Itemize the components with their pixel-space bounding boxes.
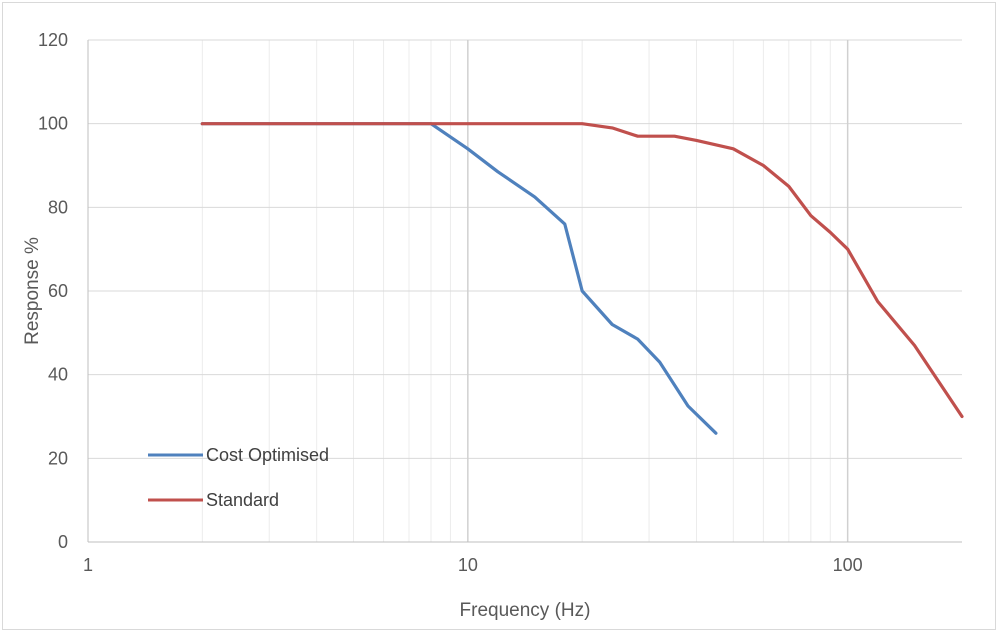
- y-tick-label: 80: [48, 197, 68, 217]
- series-layer: [200, 122, 964, 435]
- y-tick-labels: 0 20 40 60 80 100 120: [38, 30, 68, 552]
- y-tick-label: 60: [48, 281, 68, 301]
- y-tick-label: 100: [38, 114, 68, 134]
- y-tick-label: 40: [48, 365, 68, 385]
- legend-label-cost-optimised: Cost Optimised: [206, 445, 329, 465]
- legend-label-standard: Standard: [206, 490, 279, 510]
- series-line-cost-optimised: [200, 122, 718, 435]
- y-tick-label: 120: [38, 30, 68, 50]
- x-tick-label: 1: [83, 555, 93, 575]
- x-tick-labels: 1 10 100: [83, 555, 863, 575]
- series-line-standard: [200, 122, 964, 419]
- y-tick-label: 20: [48, 448, 68, 468]
- x-axis-title: Frequency (Hz): [460, 600, 591, 621]
- x-tick-label: 100: [833, 555, 863, 575]
- major-gridlines: [87, 39, 962, 543]
- y-axis-title: Response %: [22, 237, 43, 345]
- legend: Cost Optimised Standard: [148, 445, 329, 510]
- y-tick-label: 0: [58, 532, 68, 552]
- x-tick-label: 10: [458, 555, 478, 575]
